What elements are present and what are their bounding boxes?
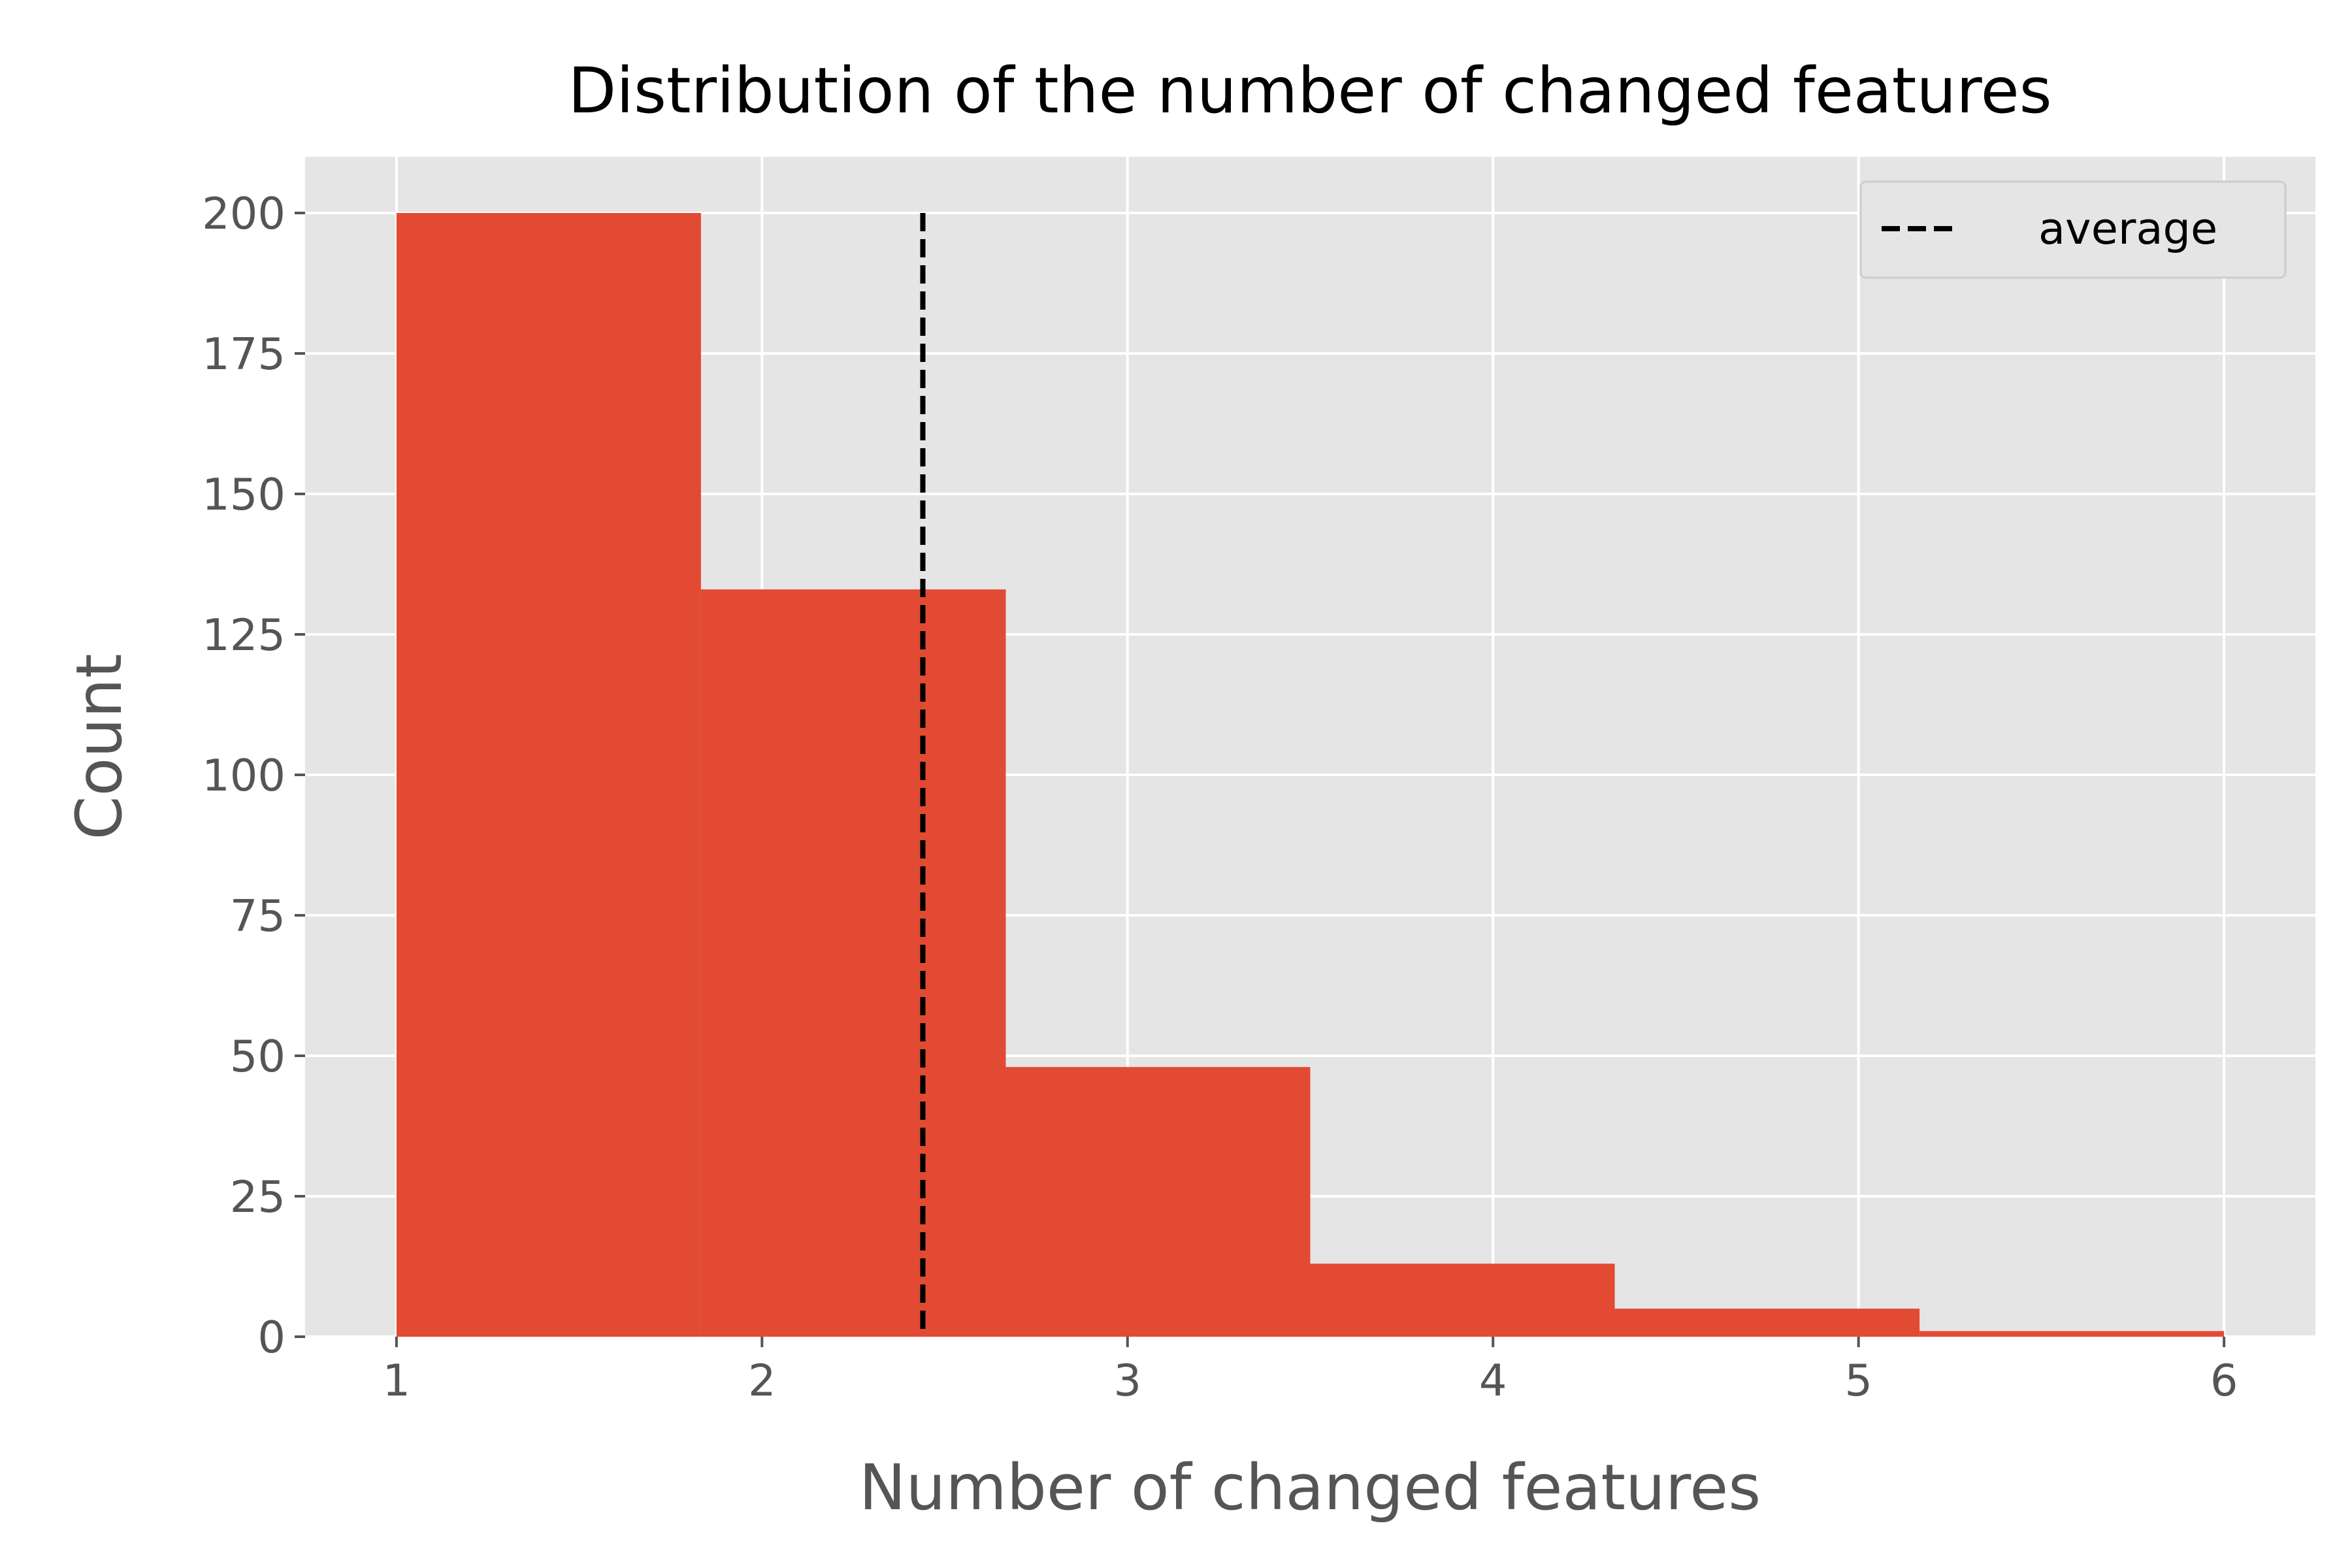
legend-box [1859,180,2287,279]
y-tick-label: 75 [230,890,286,941]
histogram-bar [1614,1309,1920,1337]
histogram-bar [1919,1331,2225,1337]
x-axis-label: Number of changed features [859,1451,1761,1524]
axis-ticks: 1 2 3 4 5 6 0 25 50 75 100 125 150 175 200 [202,188,2238,1406]
histogram-bar [700,589,1006,1337]
legend-average-label: average [2038,203,2217,254]
chart-title: Distribution of the number of changed fe… [568,54,2051,127]
y-tick-label: 25 [230,1171,286,1222]
histogram-bar [1005,1067,1311,1337]
x-tick-label: 4 [1479,1355,1507,1406]
histogram-bar [396,213,701,1337]
legend: average [1859,180,2287,279]
x-tick-label: 6 [2210,1355,2238,1406]
y-tick-label: 50 [230,1031,286,1082]
histogram-bar [1310,1264,1615,1337]
y-tick-label: 0 [257,1312,286,1363]
y-tick-label: 175 [202,329,286,380]
y-tick-label: 150 [202,469,286,520]
x-tick-label: 1 [383,1355,411,1406]
x-tick-label: 3 [1113,1355,1141,1406]
y-tick-label: 125 [202,610,286,661]
x-tick-label: 5 [1844,1355,1872,1406]
y-tick-label: 200 [202,188,286,239]
y-axis-label: Count [63,653,136,840]
x-tick-label: 2 [748,1355,776,1406]
y-tick-label: 100 [202,750,286,801]
histogram-bars [396,213,2225,1337]
